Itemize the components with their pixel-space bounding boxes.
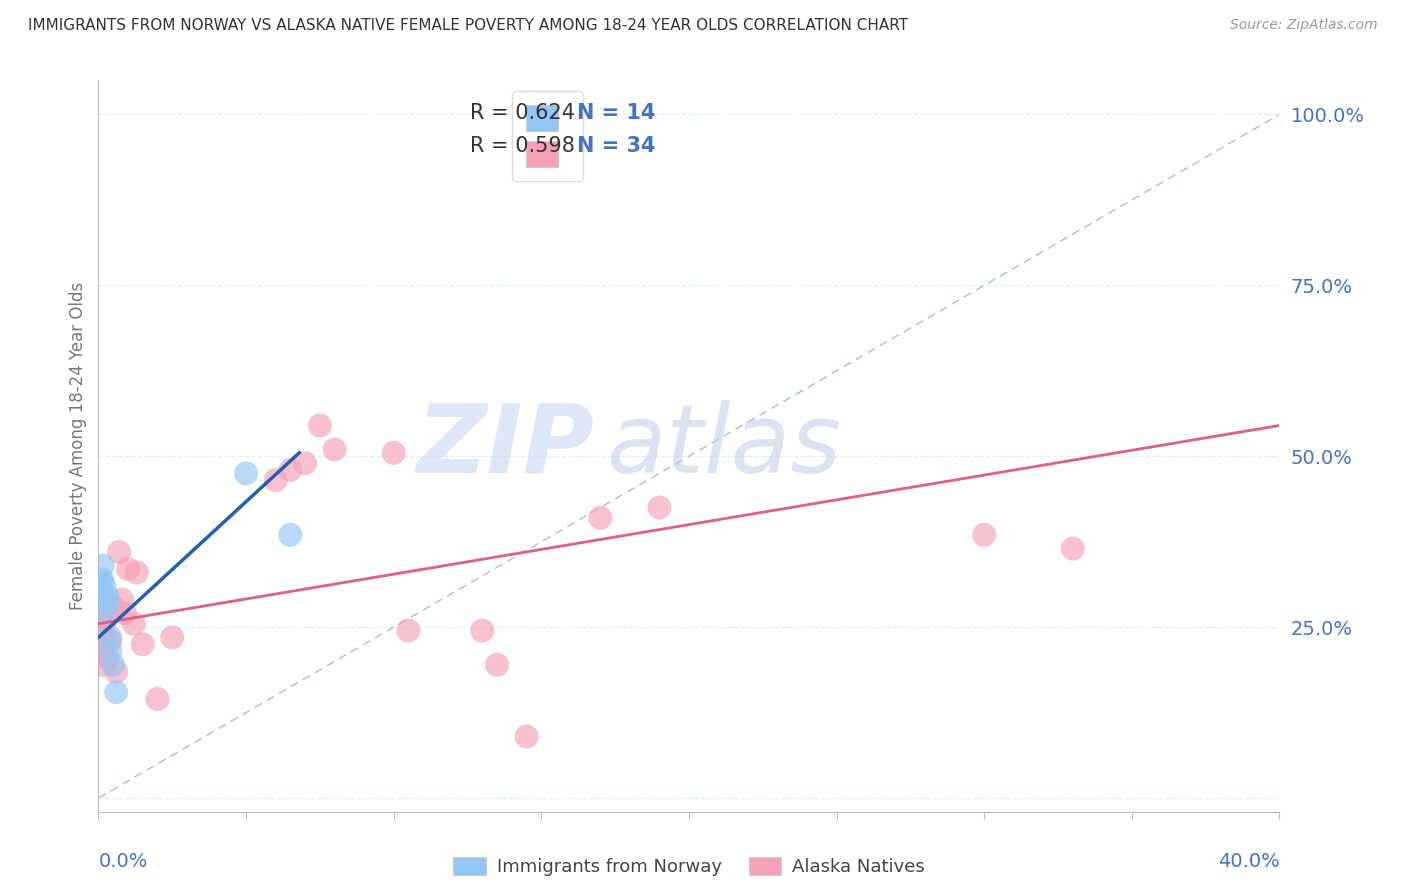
Point — [323, 442, 346, 457]
Point — [98, 633, 121, 648]
Point — [96, 610, 118, 624]
Point — [105, 665, 128, 679]
Text: R = 0.598: R = 0.598 — [471, 136, 575, 156]
Point — [264, 473, 287, 487]
Point — [89, 640, 111, 655]
Point — [103, 657, 125, 672]
Point — [294, 456, 316, 470]
Y-axis label: Female Poverty Among 18-24 Year Olds: Female Poverty Among 18-24 Year Olds — [69, 282, 87, 610]
Text: atlas: atlas — [606, 400, 841, 492]
Point — [114, 607, 136, 621]
Point — [162, 631, 183, 645]
Point — [648, 500, 671, 515]
Point — [235, 467, 257, 481]
Point — [309, 418, 332, 433]
Point — [90, 648, 112, 662]
Point — [98, 631, 121, 645]
Point — [96, 590, 118, 604]
Point — [93, 603, 115, 617]
Point — [382, 446, 405, 460]
Point — [471, 624, 494, 638]
Legend: Immigrants from Norway, Alaska Natives: Immigrants from Norway, Alaska Natives — [446, 849, 932, 883]
Point — [278, 463, 302, 477]
Text: ZIP: ZIP — [416, 400, 595, 492]
Point — [111, 592, 134, 607]
Point — [396, 624, 419, 638]
Point — [90, 582, 112, 597]
Point — [93, 579, 115, 593]
Point — [117, 562, 139, 576]
Text: 0.0%: 0.0% — [98, 852, 148, 871]
Point — [105, 685, 128, 699]
Point — [98, 644, 121, 658]
Point — [589, 510, 612, 524]
Point — [90, 575, 112, 590]
Point — [125, 566, 148, 580]
Point — [108, 545, 131, 559]
Point — [973, 528, 995, 542]
Point — [103, 599, 125, 614]
Point — [1062, 541, 1084, 556]
Text: IMMIGRANTS FROM NORWAY VS ALASKA NATIVE FEMALE POVERTY AMONG 18-24 YEAR OLDS COR: IMMIGRANTS FROM NORWAY VS ALASKA NATIVE … — [28, 18, 908, 33]
Point — [91, 572, 114, 586]
Point — [96, 651, 118, 665]
Point — [93, 631, 115, 645]
Point — [132, 637, 155, 651]
Point — [122, 616, 145, 631]
Text: Source: ZipAtlas.com: Source: ZipAtlas.com — [1230, 18, 1378, 32]
Text: R = 0.624: R = 0.624 — [471, 103, 575, 123]
Point — [90, 627, 112, 641]
Text: 40.0%: 40.0% — [1218, 852, 1279, 871]
Point — [486, 657, 509, 672]
Point — [278, 528, 302, 542]
Point — [91, 657, 114, 672]
Text: N = 14: N = 14 — [576, 103, 655, 123]
Point — [146, 692, 169, 706]
Text: N = 34: N = 34 — [576, 136, 655, 156]
Point — [91, 558, 114, 573]
Point — [93, 616, 115, 631]
Point — [515, 730, 537, 744]
Point — [96, 596, 118, 610]
